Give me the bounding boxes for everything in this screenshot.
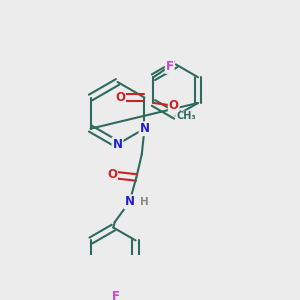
Text: H: H — [140, 197, 149, 207]
Text: F: F — [166, 60, 174, 73]
Text: N: N — [124, 195, 135, 208]
Text: N: N — [140, 122, 149, 135]
Text: CH₃: CH₃ — [176, 112, 196, 122]
Text: F: F — [112, 290, 120, 300]
Text: N: N — [112, 138, 122, 151]
Text: O: O — [107, 168, 117, 181]
Text: O: O — [169, 99, 179, 112]
Text: O: O — [115, 91, 125, 104]
